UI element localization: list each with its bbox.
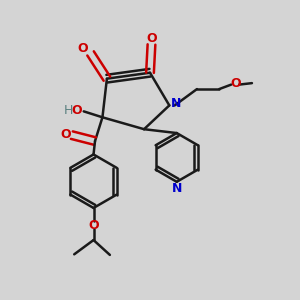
Text: N: N: [172, 182, 182, 195]
Text: H: H: [64, 104, 74, 117]
Text: O: O: [88, 219, 99, 232]
Text: O: O: [147, 32, 158, 45]
Text: O: O: [60, 128, 70, 141]
Text: O: O: [78, 42, 88, 55]
Text: O: O: [72, 104, 83, 117]
Text: N: N: [171, 98, 181, 110]
Text: O: O: [230, 76, 241, 90]
